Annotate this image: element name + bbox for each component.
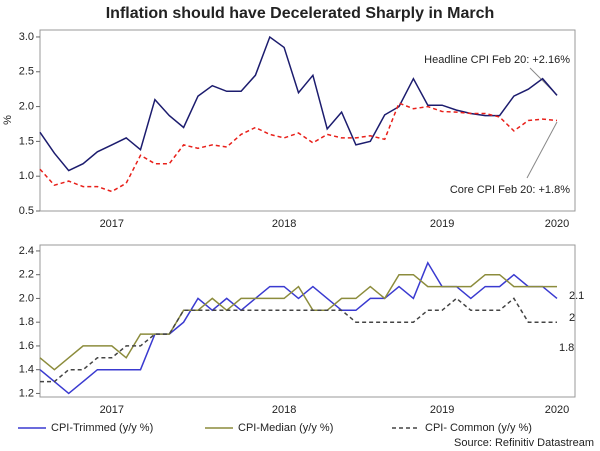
series-line bbox=[39, 273, 557, 371]
plot-frame bbox=[39, 244, 576, 398]
y-tick-label: 1.5 bbox=[19, 135, 34, 147]
y-tick-label: 0.5 bbox=[19, 205, 34, 217]
y-tick-label: 1.4 bbox=[19, 364, 34, 376]
y-tick-label: 2.0 bbox=[19, 292, 34, 304]
y-tick-label: 2.0 bbox=[19, 100, 34, 112]
y-tick-label: 3.0 bbox=[19, 31, 34, 43]
end-label: 2 bbox=[569, 312, 575, 324]
series-line bbox=[39, 102, 558, 193]
legend-label: CPI- Common (y/y %) bbox=[425, 422, 532, 434]
leader-line bbox=[526, 121, 558, 179]
annotation: Core CPI Feb 20: +1.8% bbox=[450, 184, 570, 196]
end-label: 1.8 bbox=[559, 342, 574, 354]
y-tick-label: 1.0 bbox=[19, 170, 34, 182]
y-tick-label: 1.2 bbox=[19, 387, 34, 399]
source: Source: Refinitiv Datastream bbox=[454, 437, 594, 449]
x-tick-label: 2018 bbox=[272, 404, 296, 416]
y-axis-label: % bbox=[2, 115, 14, 125]
y-tick-label: 2.4 bbox=[19, 245, 34, 257]
y-tick-label: 1.8 bbox=[19, 316, 34, 328]
x-tick-label: 2020 bbox=[545, 218, 569, 230]
x-tick-label: 2019 bbox=[430, 218, 454, 230]
y-tick-label: 1.6 bbox=[19, 340, 34, 352]
chart-title: Inflation should have Decelerated Sharpl… bbox=[106, 5, 495, 22]
x-tick-label: 2020 bbox=[545, 404, 569, 416]
x-tick-label: 2017 bbox=[100, 404, 124, 416]
x-tick-label: 2019 bbox=[430, 404, 454, 416]
legend-label: CPI-Trimmed (y/y %) bbox=[51, 422, 153, 434]
plot-frame bbox=[39, 29, 576, 212]
y-tick-label: 2.5 bbox=[19, 66, 34, 78]
x-tick-label: 2018 bbox=[272, 218, 296, 230]
y-tick-label: 2.2 bbox=[19, 269, 34, 281]
series-line bbox=[40, 297, 557, 383]
x-tick-label: 2017 bbox=[100, 218, 124, 230]
annotation: Headline CPI Feb 20: +2.16% bbox=[424, 54, 570, 66]
end-label: 2.1 bbox=[569, 290, 584, 302]
series-line bbox=[39, 261, 558, 395]
legend-label: CPI-Median (y/y %) bbox=[238, 422, 333, 434]
